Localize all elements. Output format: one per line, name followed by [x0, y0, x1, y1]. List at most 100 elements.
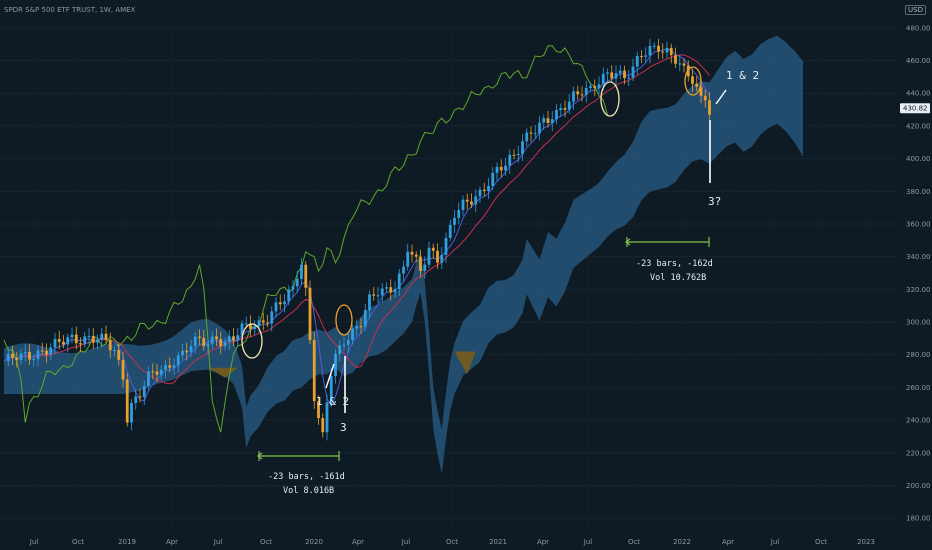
candle-body — [406, 251, 410, 267]
x-tick-label: Jul — [29, 538, 39, 546]
candle-body — [686, 65, 690, 77]
candle-body — [295, 279, 299, 287]
currency-badge[interactable]: USD — [905, 5, 926, 15]
candle-body — [278, 302, 282, 305]
ichimoku-cloud — [4, 35, 803, 475]
candle-body — [283, 301, 286, 305]
candle-body — [444, 237, 448, 255]
candle-body — [491, 172, 495, 187]
candle-body — [504, 165, 507, 171]
candle-body — [185, 350, 189, 353]
candle-body — [91, 335, 95, 343]
candle-body — [151, 371, 155, 373]
candle-body — [142, 386, 146, 397]
candle-body — [66, 337, 70, 345]
y-tick-label: 200.00 — [906, 482, 931, 490]
candle-body — [83, 336, 87, 345]
candle-body — [346, 340, 350, 345]
candle-body — [215, 336, 218, 340]
candle-body — [45, 350, 48, 355]
candle-body — [155, 371, 159, 375]
candle-body — [308, 287, 312, 341]
candle-body — [351, 328, 354, 341]
candle-body — [23, 351, 27, 354]
candle-body — [533, 133, 537, 135]
candle-body — [623, 70, 626, 79]
candle-body — [266, 322, 269, 324]
candle-body — [465, 199, 469, 202]
candle-body — [567, 101, 571, 110]
candle-body — [380, 288, 384, 296]
candle-body — [236, 335, 240, 341]
candle-body — [512, 154, 516, 156]
candle-body — [691, 76, 694, 84]
candle-body — [516, 153, 520, 156]
candle-body — [193, 336, 197, 347]
last-price-label: 430.82 — [903, 105, 928, 113]
x-tick-label: 2020 — [305, 538, 323, 546]
candle-body — [652, 45, 656, 47]
cloud-bearish-patch — [454, 351, 476, 375]
candle-body — [448, 224, 452, 238]
y-tick-label: 340.00 — [906, 253, 931, 261]
candle-body — [495, 166, 499, 173]
candle-body — [19, 353, 23, 361]
candle-body — [355, 326, 359, 329]
candle-body — [57, 339, 61, 342]
y-tick-label: 180.00 — [906, 515, 931, 523]
candle-body — [28, 351, 31, 360]
x-tick-label: Oct — [72, 538, 84, 546]
right-label-1-2: 1 & 2 — [726, 69, 759, 82]
highlight-circle — [684, 66, 702, 96]
candle-body — [189, 346, 193, 353]
candle-body — [168, 365, 172, 368]
x-tick-label: 2023 — [857, 538, 875, 546]
candle-body — [610, 72, 614, 79]
indicator-lines — [3, 45, 710, 433]
candle-body — [423, 264, 427, 271]
range1-volume: Vol 8.016B — [283, 486, 334, 496]
annotation-line — [325, 363, 335, 389]
range2-stats: -23 bars, -162d — [636, 259, 713, 269]
candle-body — [525, 132, 529, 142]
candle-body — [478, 189, 482, 197]
candle-body — [555, 110, 558, 120]
candle-body — [529, 132, 533, 134]
candle-body — [363, 310, 367, 327]
candle-body — [431, 247, 435, 251]
candle-body — [559, 108, 563, 111]
candle-body — [100, 333, 104, 340]
cloud-area — [4, 35, 803, 475]
candle-body — [304, 264, 308, 288]
candle-body — [631, 66, 635, 78]
candle-body — [563, 108, 567, 110]
x-tick-label: Jul — [401, 538, 411, 546]
candle-body — [640, 56, 643, 58]
y-tick-label: 440.00 — [906, 90, 931, 98]
x-tick-label: Jul — [770, 538, 780, 546]
candle-body — [244, 323, 248, 325]
candle-body — [402, 266, 405, 274]
candle-body — [635, 56, 639, 67]
x-tick-label: Jul — [213, 538, 223, 546]
candle-body — [36, 350, 40, 359]
candle-body — [482, 189, 486, 191]
candle-body — [181, 350, 184, 356]
candle-body — [257, 320, 261, 327]
candle-body — [164, 365, 167, 370]
candle-body — [240, 323, 244, 336]
candle-body — [334, 353, 337, 376]
candle-body — [79, 343, 82, 345]
candle-body — [550, 119, 554, 124]
candle-body — [342, 344, 346, 346]
time-axis: Jul Oct 2019 Apr Jul Oct 2020 Apr Jul Oct 2021 Apr J… — [29, 538, 875, 546]
y-tick-label: 280.00 — [906, 351, 931, 359]
candle-body — [300, 264, 303, 280]
candle-body — [40, 350, 44, 352]
y-tick-label: 380.00 — [906, 188, 931, 196]
last-price-badge — [900, 103, 930, 114]
candle-body — [682, 63, 686, 66]
candle-body — [113, 350, 116, 352]
x-tick-label: Oct — [446, 538, 458, 546]
candle-body — [287, 289, 291, 302]
